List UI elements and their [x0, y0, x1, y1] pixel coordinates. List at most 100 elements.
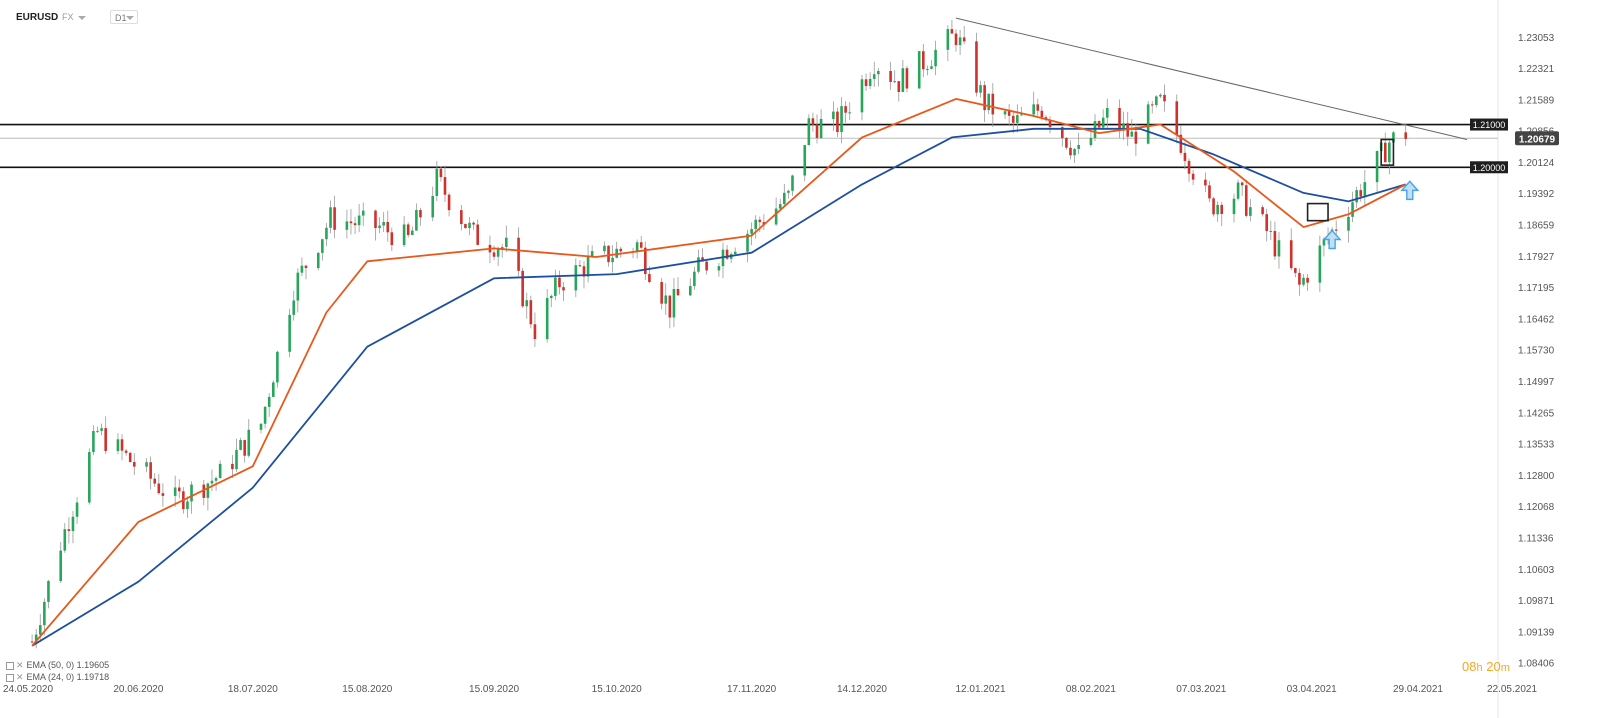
candle-down [30, 641, 34, 643]
candle-down [983, 85, 986, 111]
close-icon[interactable]: ✕ [16, 660, 24, 670]
x-tick-label: 03.04.2021 [1287, 684, 1337, 695]
candles [30, 20, 1408, 649]
candle-up [1216, 204, 1219, 215]
x-tick-label: 15.09.2020 [469, 684, 519, 695]
candle-down [811, 118, 815, 125]
candle-up [321, 239, 324, 253]
candle-down [406, 224, 410, 235]
highlight-box[interactable] [1380, 138, 1395, 166]
annotations[interactable] [1306, 138, 1420, 250]
candle-down [954, 33, 958, 46]
candle-down [161, 493, 165, 496]
candle-down [1175, 101, 1179, 135]
current-price-label-bg [1515, 131, 1559, 146]
market-selector[interactable]: FX [62, 12, 86, 22]
candle-down [1294, 268, 1297, 273]
candle-up [505, 237, 508, 248]
candle-down [1069, 147, 1072, 156]
candle-down [975, 41, 978, 93]
candle-down [1208, 185, 1211, 199]
candle-down [1240, 182, 1244, 186]
candle-up [357, 215, 361, 226]
candle-up [746, 233, 749, 252]
candle-up [116, 439, 120, 451]
candle-down [1306, 277, 1309, 283]
candle-up [1351, 202, 1354, 217]
timeframe-selector[interactable]: D1 [110, 10, 138, 24]
x-axis: 24.05.2020 20.06.2020 18.07.2020 15.08.2020… [3, 684, 1537, 695]
candle-down [1007, 111, 1011, 116]
candle-down [1383, 142, 1387, 163]
market-label: FX [62, 12, 74, 22]
y-tick-label: 1.22321 [1518, 64, 1555, 75]
legend-item-ema24: ✕ EMA (24, 0) 1.19718 [6, 672, 109, 683]
candle-up [688, 286, 692, 296]
candle-up [868, 78, 872, 87]
candle-down [447, 194, 451, 211]
ema50-line [31, 127, 1406, 647]
candle-up [840, 106, 843, 133]
candle-up [1020, 114, 1023, 116]
y-tick-label: 1.12800 [1518, 471, 1555, 482]
y-tick-label: 1.08406 [1518, 659, 1555, 670]
candle-down [120, 439, 124, 451]
y-tick-label: 1.09871 [1518, 596, 1555, 607]
candle-down [419, 210, 422, 218]
candle-down [578, 265, 582, 267]
candle-down [521, 270, 524, 307]
candle-up [468, 222, 471, 228]
candle-up [877, 71, 880, 75]
settings-icon[interactable] [6, 673, 14, 682]
timer-minutes-unit: m [1500, 662, 1510, 674]
candle-up [415, 210, 418, 231]
candle-up [235, 449, 238, 470]
symbol-label[interactable]: EURUSD [16, 12, 59, 23]
candle-down [517, 237, 520, 271]
candle-up [210, 480, 214, 484]
trendline-group[interactable] [955, 17, 1468, 140]
candle-up [672, 289, 676, 318]
candle-down [390, 232, 394, 246]
candle-up [733, 251, 737, 255]
candle-up [787, 190, 790, 193]
up-arrow-icon [1400, 180, 1420, 201]
x-tick-label: 15.08.2020 [342, 684, 392, 695]
candle-up [791, 175, 794, 191]
candle-up [987, 93, 991, 111]
candle-down [1163, 94, 1166, 102]
candle-up [1105, 107, 1109, 118]
candle-down [1183, 152, 1187, 161]
trendline[interactable] [955, 17, 1468, 140]
candle-up [1318, 245, 1322, 283]
candle-down [668, 295, 672, 318]
candle-up [1302, 277, 1305, 285]
ema24-line [31, 98, 1407, 647]
candle-up [1159, 94, 1162, 97]
candle-up [218, 463, 222, 479]
candle-up [43, 601, 46, 626]
candle-up [603, 245, 606, 252]
chart-toolbar: EURUSD FX D1 [0, 0, 300, 36]
candle-down [864, 79, 868, 87]
candle-down [1061, 127, 1064, 139]
candle-down [660, 281, 663, 304]
candle-up [92, 431, 95, 453]
candle-up [611, 257, 614, 263]
y-tick-label: 1.10603 [1518, 565, 1555, 576]
x-tick-label: 24.05.2020 [3, 684, 53, 695]
candle-up [71, 516, 75, 532]
candle-down [231, 463, 234, 470]
candle-up [382, 221, 385, 226]
candle-down [962, 37, 966, 42]
candle-down [1134, 131, 1138, 144]
close-icon[interactable]: ✕ [16, 672, 24, 682]
candle-down [132, 462, 136, 467]
horizontal-levels[interactable] [0, 123, 1498, 169]
settings-icon[interactable] [6, 661, 14, 670]
highlight-box[interactable] [1306, 202, 1329, 222]
candle-up [545, 298, 549, 340]
candle-down [349, 221, 353, 224]
current-price-label: 1.20679 [1519, 134, 1556, 145]
